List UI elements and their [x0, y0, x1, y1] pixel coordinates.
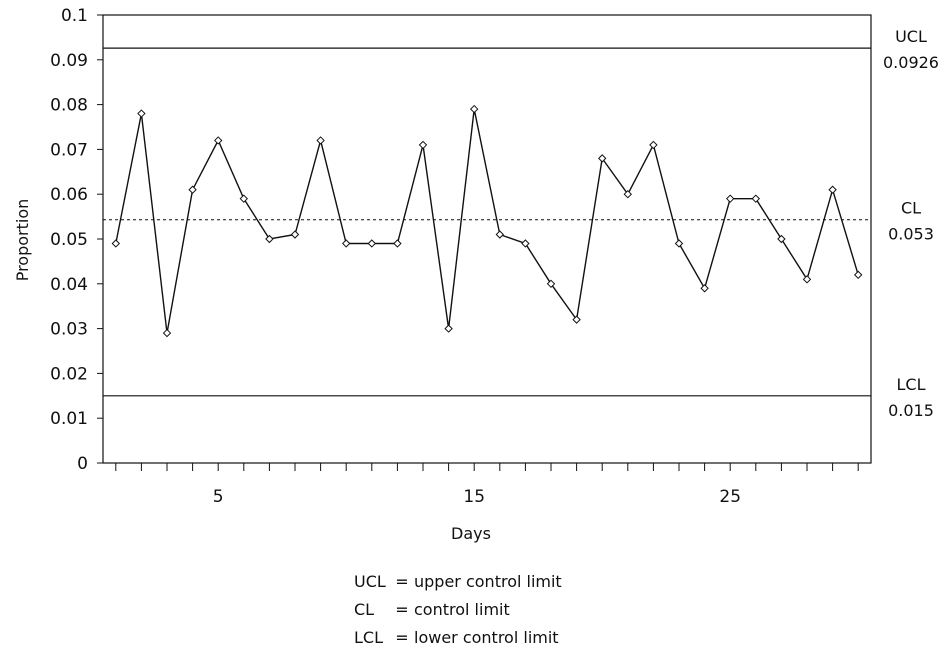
legend-equals: = [395, 600, 409, 619]
y-tick-label: 0.04 [50, 275, 88, 295]
x-tick-label: 25 [719, 487, 741, 507]
data-point [469, 104, 479, 114]
y-tick-label: 0.06 [50, 185, 88, 205]
data-point [700, 284, 709, 293]
data-point [521, 239, 530, 248]
data-point [828, 185, 837, 194]
data-point [853, 270, 863, 280]
control-limit-lines: UCL 0.0926 CL 0.053 LCL 0.015 [103, 27, 939, 420]
cl-label: CL [901, 199, 921, 218]
data-point [623, 189, 633, 199]
data-point [546, 279, 556, 289]
series-line [115, 108, 859, 334]
data-point [393, 239, 402, 248]
chart-axes: 0 0.01 0.02 0.03 0.04 0.05 0.06 0.07 0.08 0.09 0.1… [50, 6, 872, 507]
data-point [751, 194, 761, 203]
data-point [290, 230, 300, 239]
data-point [495, 230, 505, 239]
y-tick-label: 0 [77, 454, 88, 474]
legend-abbr: LCL [354, 628, 383, 647]
x-axis-title: Days [451, 524, 491, 543]
lcl-label: LCL [897, 375, 926, 394]
data-point [239, 194, 249, 203]
data-point [316, 136, 325, 145]
legend-row-lcl: LCL = lower control limit [354, 624, 562, 652]
data-point [213, 136, 223, 145]
legend: UCL = upper control limit CL = control l… [354, 568, 562, 652]
legend-abbr: CL [354, 600, 375, 619]
data-point [572, 315, 581, 324]
data-point [802, 275, 812, 284]
data-point [649, 140, 658, 150]
legend-description: upper control limit [414, 572, 562, 591]
legend-equals: = [395, 572, 409, 591]
legend-description: lower control limit [414, 628, 559, 647]
x-tick-label: 15 [463, 487, 485, 507]
proportion-series [111, 104, 863, 338]
data-point [418, 140, 428, 150]
y-tick-label: 0.02 [50, 364, 88, 384]
data-point [725, 194, 735, 203]
cl-value-label: 0.053 [888, 225, 934, 244]
data-point [777, 234, 786, 244]
y-tick-label: 0.09 [50, 51, 88, 71]
data-point [367, 239, 377, 248]
y-tick-label: 0.07 [50, 140, 88, 160]
legend-row-ucl: UCL = upper control limit [354, 568, 562, 596]
data-point [674, 239, 684, 248]
data-point [444, 324, 453, 333]
ucl-value-label: 0.0926 [883, 53, 939, 72]
data-point [162, 328, 172, 338]
ucl-label: UCL [895, 27, 927, 46]
lcl-value-label: 0.015 [888, 401, 934, 420]
data-point [341, 239, 351, 248]
data-point [265, 234, 274, 244]
data-point [137, 109, 146, 118]
y-tick-label: 0.1 [61, 6, 88, 26]
legend-row-cl: CL = control limit [354, 596, 562, 624]
y-tick-label: 0.03 [50, 320, 88, 340]
legend-description: control limit [414, 600, 510, 619]
y-tick-label: 0.08 [50, 96, 88, 116]
y-tick-label: 0.05 [50, 230, 88, 250]
x-tick-label: 5 [213, 487, 224, 507]
y-axis-title: Proportion [13, 199, 32, 282]
y-tick-label: 0.01 [50, 409, 88, 429]
data-point [111, 239, 121, 248]
data-point [188, 185, 197, 194]
legend-equals: = [395, 628, 409, 647]
legend-abbr: UCL [354, 572, 386, 591]
data-point [597, 154, 607, 163]
